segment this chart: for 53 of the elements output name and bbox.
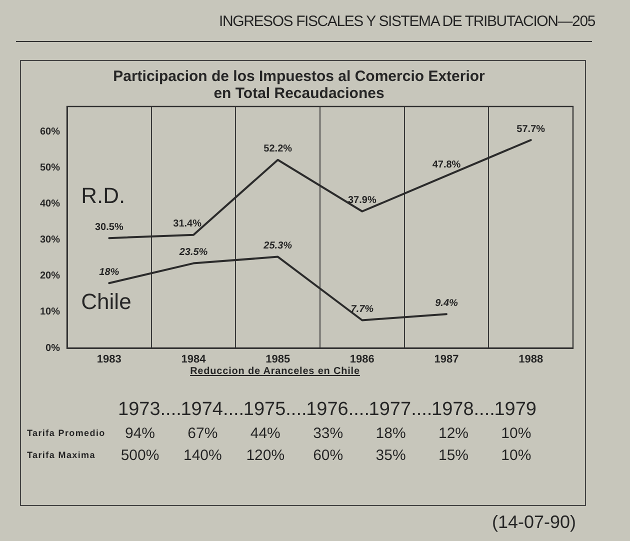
- x-tick-label: 1976....: [306, 399, 370, 421]
- y-tick-label: 20%: [40, 270, 60, 282]
- y-tick-label: 40%: [40, 198, 60, 210]
- x-tick-label: 1983: [96, 354, 122, 366]
- data-label: 44%: [250, 425, 280, 442]
- text: INGRESOS FISCALES Y SISTEMA DE TRIBUTACION—205: [219, 13, 595, 30]
- y-tick-label: Tarifa Promedio: [27, 428, 106, 438]
- x-tick-label: 1988: [518, 354, 544, 366]
- data-label: 47.8%: [432, 159, 461, 170]
- data-label: 35%: [376, 447, 406, 464]
- data-label: 18%: [99, 266, 120, 278]
- data-label: 37.9%: [348, 195, 376, 206]
- data-label: 31.4%: [173, 218, 202, 230]
- data-label: 12%: [438, 425, 469, 442]
- data-label: 67%: [188, 425, 218, 442]
- x-tick-label: 1984: [181, 354, 207, 366]
- series-label: Chile: [81, 289, 132, 314]
- x-tick-label: 1978....: [432, 399, 495, 421]
- text: (14-07-90): [492, 512, 576, 533]
- y-tick-label: 0%: [46, 342, 60, 354]
- y-tick-label: 60%: [40, 126, 60, 138]
- data-label: 94%: [124, 425, 156, 442]
- data-label: 500%: [120, 447, 160, 464]
- data-label: 9.4%: [435, 298, 458, 309]
- data-label: 18%: [376, 425, 406, 442]
- data-label: 30.5%: [94, 222, 124, 233]
- data-label: 33%: [313, 425, 344, 442]
- x-tick-label: 1973....: [118, 399, 182, 421]
- data-label: 7.7%: [350, 304, 374, 315]
- x-tick-label: 1975....: [243, 399, 307, 421]
- chart-title: Participacion de los Impuestos al Comercio Exterior en Total Recaudaciones: [113, 68, 486, 102]
- data-label: 120%: [246, 447, 285, 464]
- data-label: 140%: [184, 447, 222, 464]
- data-label: 23.5%: [178, 247, 208, 258]
- y-tick-label: 30%: [40, 234, 60, 246]
- data-label: 25.3%: [262, 240, 292, 252]
- data-label: 10%: [501, 425, 532, 442]
- y-tick-label: 10%: [40, 306, 60, 318]
- chart-title: Reduccion de Aranceles en Chile: [189, 366, 361, 377]
- y-tick-label: 50%: [40, 162, 60, 174]
- x-tick-label: 1977....: [368, 399, 432, 421]
- x-tick-label: 1974....: [180, 399, 244, 421]
- data-label: 52.2%: [264, 144, 292, 155]
- x-tick-label: 1986: [350, 354, 374, 366]
- data-label: 10%: [501, 447, 532, 464]
- x-tick-label: 1979: [494, 399, 536, 421]
- data-label: 57.7%: [516, 124, 546, 135]
- x-tick-label: 1985: [266, 354, 290, 366]
- x-tick-label: 1987: [434, 354, 459, 366]
- data-label: 15%: [438, 447, 469, 464]
- data-label: 60%: [313, 447, 344, 464]
- y-tick-label: Tarifa Maxima: [27, 450, 96, 460]
- series-label: R.D.: [81, 183, 126, 208]
